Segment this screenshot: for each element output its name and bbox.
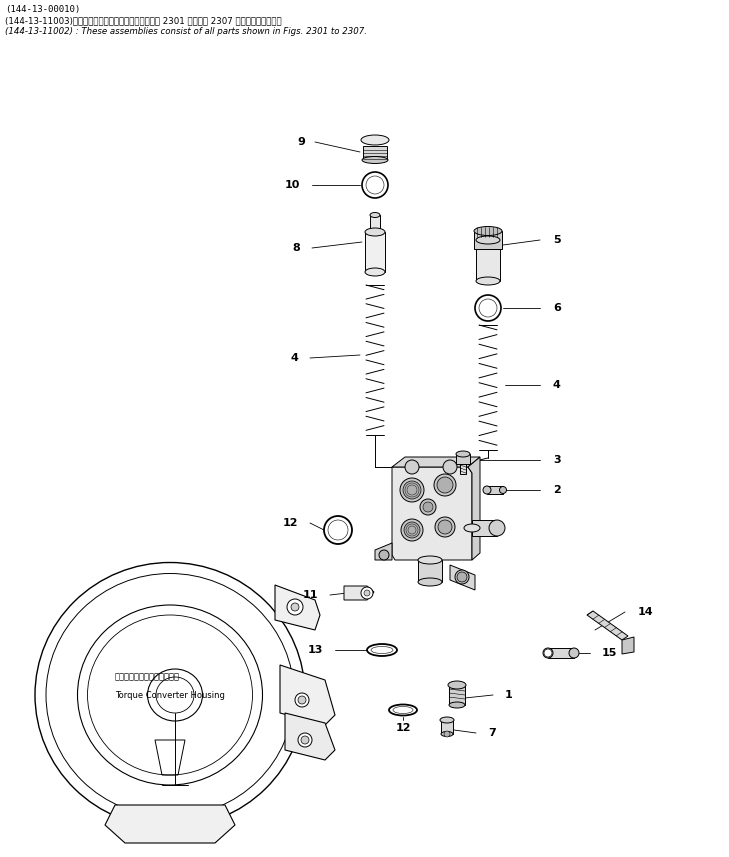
Circle shape [438, 520, 452, 534]
Bar [472, 520, 497, 536]
Bar [474, 231, 502, 249]
Text: 6: 6 [553, 303, 561, 313]
Text: 10: 10 [284, 180, 300, 190]
Circle shape [435, 517, 455, 537]
Circle shape [291, 603, 299, 611]
Polygon shape [375, 543, 392, 560]
Ellipse shape [393, 706, 413, 714]
Bar [363, 146, 387, 160]
Ellipse shape [464, 524, 480, 532]
Circle shape [364, 590, 370, 596]
Circle shape [400, 478, 424, 502]
Ellipse shape [483, 486, 491, 494]
Ellipse shape [474, 226, 502, 236]
Polygon shape [622, 637, 634, 654]
Circle shape [403, 481, 421, 499]
Text: 14: 14 [638, 607, 654, 617]
Text: 12: 12 [395, 723, 410, 733]
Polygon shape [275, 585, 320, 630]
Circle shape [437, 477, 453, 493]
Text: 12: 12 [283, 518, 298, 528]
Circle shape [401, 519, 423, 541]
Circle shape [457, 572, 467, 582]
Text: (144-13-00010): (144-13-00010) [5, 5, 80, 14]
Text: 15: 15 [602, 648, 617, 658]
Text: 13: 13 [308, 645, 323, 655]
Ellipse shape [365, 268, 385, 276]
Ellipse shape [328, 520, 348, 540]
Ellipse shape [455, 570, 469, 584]
Polygon shape [285, 713, 335, 760]
Bar [460, 464, 466, 474]
Circle shape [295, 693, 309, 707]
Bar [487, 486, 503, 494]
Polygon shape [587, 611, 628, 640]
Polygon shape [280, 665, 335, 725]
Ellipse shape [456, 451, 470, 457]
Text: 1: 1 [505, 690, 512, 700]
Bar [476, 249, 500, 281]
Ellipse shape [366, 176, 384, 194]
Text: 9: 9 [297, 137, 305, 147]
Ellipse shape [418, 578, 442, 586]
Ellipse shape [476, 277, 500, 285]
Text: 7: 7 [488, 728, 496, 738]
Text: 4: 4 [553, 380, 561, 390]
Circle shape [420, 499, 436, 515]
Bar [456, 454, 470, 464]
Text: (144-13-11002) : These assemblies consist of all parts shown in Figs. 2301 to 23: (144-13-11002) : These assemblies consis… [5, 27, 367, 36]
Text: 3: 3 [553, 455, 561, 465]
Ellipse shape [440, 717, 454, 723]
Ellipse shape [362, 157, 388, 164]
Text: 5: 5 [553, 235, 561, 245]
Circle shape [443, 460, 457, 474]
Circle shape [405, 460, 419, 474]
Ellipse shape [361, 135, 389, 145]
Ellipse shape [365, 228, 385, 236]
Text: 4: 4 [290, 353, 298, 363]
Bar [441, 720, 453, 734]
Circle shape [379, 550, 389, 560]
Text: (144-13-11003)　これらのアセンブリの構成部品は第 2301 図から第 2307 図までございます．: (144-13-11003) これらのアセンブリの構成部品は第 2301 図から… [5, 16, 281, 25]
Polygon shape [344, 586, 374, 600]
Circle shape [301, 736, 309, 744]
Ellipse shape [476, 236, 500, 244]
Text: トルクコンバータハウジング: トルクコンバータハウジング [115, 673, 180, 681]
Bar [548, 648, 574, 658]
Text: Torque Converter Housing: Torque Converter Housing [115, 691, 225, 699]
Ellipse shape [371, 646, 393, 654]
Circle shape [287, 599, 303, 615]
Bar [418, 560, 442, 582]
Polygon shape [468, 457, 480, 560]
Text: 2: 2 [553, 485, 561, 495]
Bar [449, 685, 465, 705]
Circle shape [434, 474, 456, 496]
Bar [365, 232, 385, 272]
Bar [370, 215, 380, 233]
Circle shape [361, 587, 373, 599]
Ellipse shape [449, 702, 465, 708]
Circle shape [444, 731, 450, 737]
Circle shape [404, 522, 420, 538]
Text: 8: 8 [292, 243, 300, 253]
Circle shape [423, 502, 433, 512]
Circle shape [298, 733, 312, 747]
Circle shape [298, 696, 306, 704]
Ellipse shape [569, 648, 579, 658]
Ellipse shape [448, 681, 466, 689]
Ellipse shape [479, 299, 497, 317]
Ellipse shape [543, 648, 553, 658]
Ellipse shape [418, 556, 442, 564]
Ellipse shape [441, 732, 453, 736]
Polygon shape [450, 565, 475, 590]
Text: 11: 11 [303, 590, 318, 600]
Ellipse shape [370, 213, 380, 218]
Polygon shape [392, 457, 480, 467]
Ellipse shape [499, 487, 507, 494]
Circle shape [544, 649, 552, 657]
Polygon shape [392, 467, 472, 560]
Polygon shape [105, 805, 235, 843]
Ellipse shape [489, 520, 505, 536]
